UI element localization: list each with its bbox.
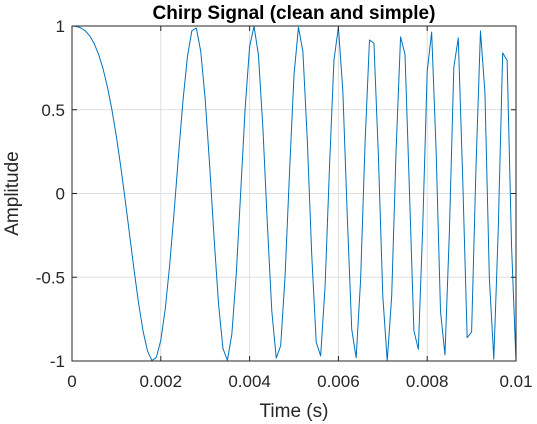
x-tick-label: 0.01 bbox=[499, 372, 532, 391]
x-tick-label: 0.006 bbox=[317, 372, 360, 391]
x-axis-label: Time (s) bbox=[260, 401, 329, 422]
x-tick-label: 0 bbox=[67, 372, 76, 391]
y-tick-label: -1 bbox=[50, 352, 65, 371]
y-tick-label: -0.5 bbox=[36, 268, 65, 287]
chart-title: Chirp Signal (clean and simple) bbox=[153, 3, 436, 24]
x-tick-label: 0.004 bbox=[228, 372, 271, 391]
x-tick-label: 0.008 bbox=[406, 372, 449, 391]
y-tick-label: 0.5 bbox=[41, 101, 65, 120]
y-tick-label: 1 bbox=[56, 17, 65, 36]
x-tick-label: 0.002 bbox=[140, 372, 183, 391]
plot-area bbox=[72, 26, 516, 361]
series-line-chirp bbox=[72, 26, 516, 361]
y-tick-label: 0 bbox=[56, 185, 65, 204]
y-axis-label: Amplitude bbox=[2, 151, 23, 236]
tick-layer: 0 0.002 0.004 0.006 0.008 0.01 -1 -0.5 0 0.5 1 bbox=[36, 17, 533, 391]
